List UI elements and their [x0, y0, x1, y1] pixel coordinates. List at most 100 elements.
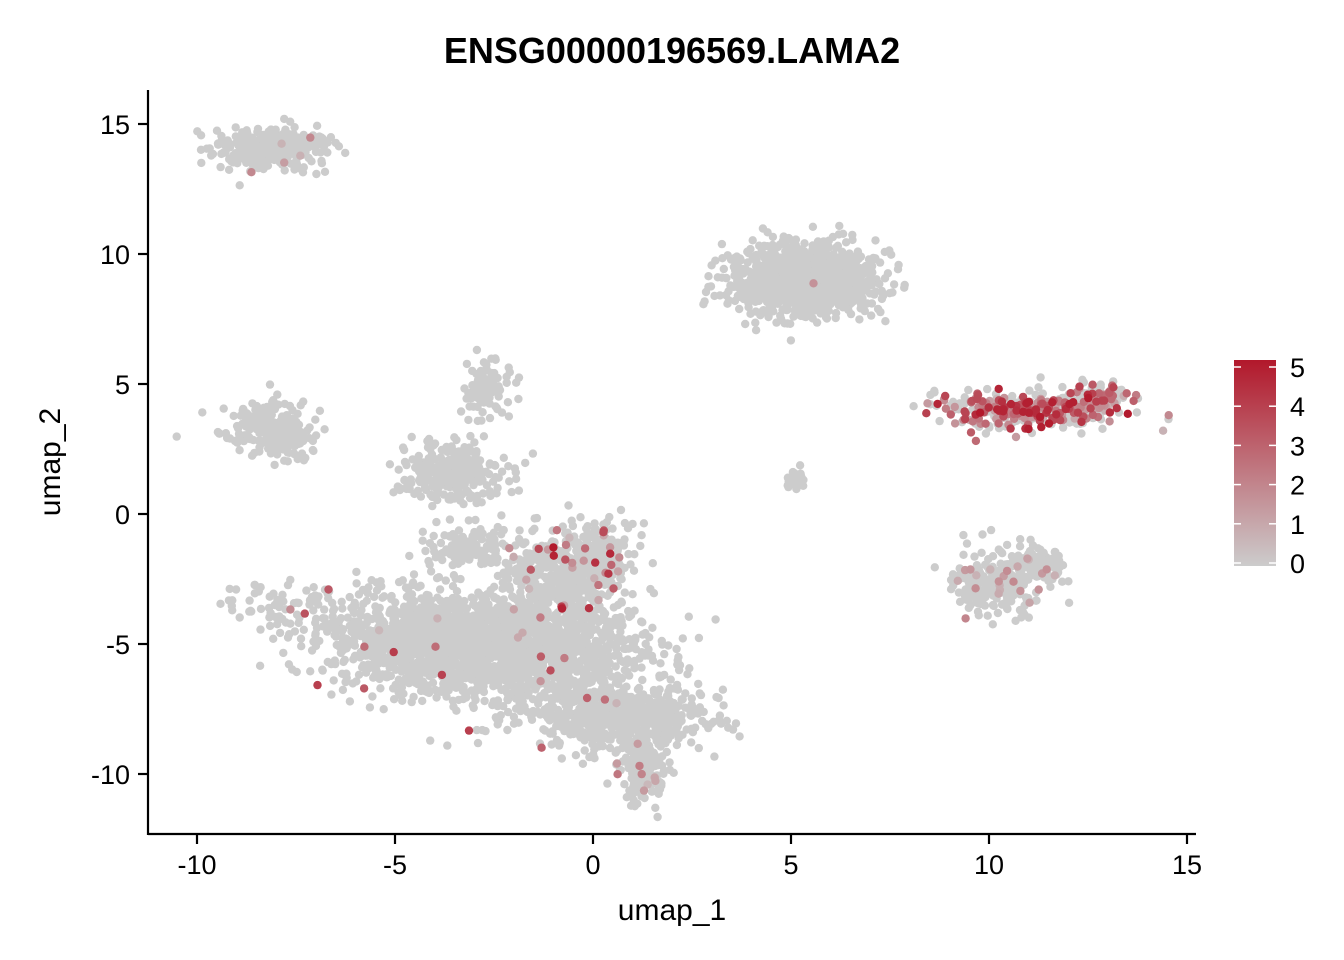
cell-point	[328, 606, 338, 616]
cell-point	[543, 704, 553, 713]
cell-point	[476, 394, 485, 403]
cell-point	[616, 613, 625, 622]
cell-point	[407, 432, 416, 442]
cell-point	[477, 416, 486, 425]
cell-point	[245, 596, 254, 605]
cell-point	[585, 630, 595, 640]
cell-point	[368, 692, 377, 701]
cell-point	[342, 673, 351, 683]
cell-point	[623, 667, 632, 676]
cell-point	[256, 604, 266, 614]
cell-point	[620, 698, 629, 707]
cell-point	[308, 445, 317, 455]
cell-point	[298, 430, 308, 439]
cell-point	[626, 801, 636, 810]
cell-point	[487, 354, 496, 363]
cell-point	[696, 690, 706, 700]
cell-point	[577, 615, 586, 624]
cell-point	[497, 530, 506, 539]
cell-point	[507, 487, 516, 497]
cell-point	[670, 684, 679, 693]
cell-point	[471, 647, 480, 657]
cell-point	[414, 451, 423, 461]
cell-point	[408, 663, 417, 673]
cell-point	[280, 456, 289, 465]
cell-point	[323, 622, 332, 631]
cell-point	[509, 614, 518, 623]
cell-point	[485, 413, 495, 423]
cell-point	[409, 692, 418, 702]
cell-point	[409, 570, 419, 579]
cell-point	[617, 673, 626, 683]
cell-point	[574, 600, 584, 610]
cell-point	[468, 550, 478, 559]
cell-point	[571, 751, 581, 760]
cell-point	[251, 142, 261, 151]
cell-point	[590, 734, 599, 743]
cell-point	[607, 620, 616, 629]
cell-point	[535, 566, 545, 575]
cell-point	[478, 530, 487, 539]
cell-point	[592, 540, 601, 549]
cell-point	[292, 610, 302, 619]
cell-point	[311, 597, 320, 606]
cell-point	[435, 585, 445, 594]
cell-point	[491, 549, 500, 558]
cell-point	[677, 711, 686, 720]
cell-point	[289, 414, 298, 423]
cell-point	[531, 578, 540, 588]
chart-title: ENSG00000196569.LAMA2	[444, 30, 900, 71]
cell-point	[552, 587, 561, 596]
cell-point	[306, 667, 315, 676]
cell-point	[413, 680, 422, 689]
cell-point	[552, 564, 562, 574]
cell-point	[592, 625, 601, 634]
cell-point	[639, 519, 649, 528]
cell-point	[232, 421, 242, 431]
cell-point	[493, 720, 502, 729]
cell-point	[694, 633, 704, 643]
cell-point	[400, 662, 409, 671]
cell-point	[585, 752, 594, 762]
cell-point	[222, 433, 232, 443]
cell-point	[257, 155, 266, 165]
cell-point	[401, 636, 410, 646]
cell-point	[607, 730, 617, 739]
cell-point	[235, 181, 244, 190]
cell-point	[545, 632, 555, 642]
cell-point	[592, 712, 601, 722]
cell-point	[317, 156, 326, 166]
cell-point	[445, 515, 455, 524]
cell-point	[649, 589, 659, 598]
cell-point	[338, 685, 348, 695]
cell-point	[450, 669, 460, 678]
cell-point	[509, 712, 519, 721]
cell-point	[520, 702, 529, 711]
cell-point	[312, 169, 321, 179]
cell-point	[292, 425, 301, 434]
cell-point	[561, 675, 571, 684]
cell-point	[350, 600, 359, 610]
cell-point	[399, 445, 409, 455]
cell-point	[627, 760, 636, 769]
cell-point	[485, 666, 494, 675]
cell-point	[630, 656, 639, 666]
cell-point	[436, 538, 446, 548]
cell-point	[579, 666, 588, 675]
cell-point	[245, 433, 254, 442]
cell-point	[588, 643, 597, 652]
cell-point	[631, 716, 640, 725]
cell-point	[229, 411, 238, 421]
cell-point	[219, 148, 228, 158]
cell-point	[307, 646, 317, 655]
cell-point	[566, 689, 575, 698]
cell-point	[577, 586, 587, 595]
cell-point	[270, 143, 279, 152]
cell-point	[600, 678, 609, 687]
cell-point	[590, 519, 599, 528]
cell-point	[385, 460, 395, 469]
cell-point	[620, 588, 629, 597]
cell-point	[237, 145, 246, 155]
cell-point	[299, 625, 308, 634]
